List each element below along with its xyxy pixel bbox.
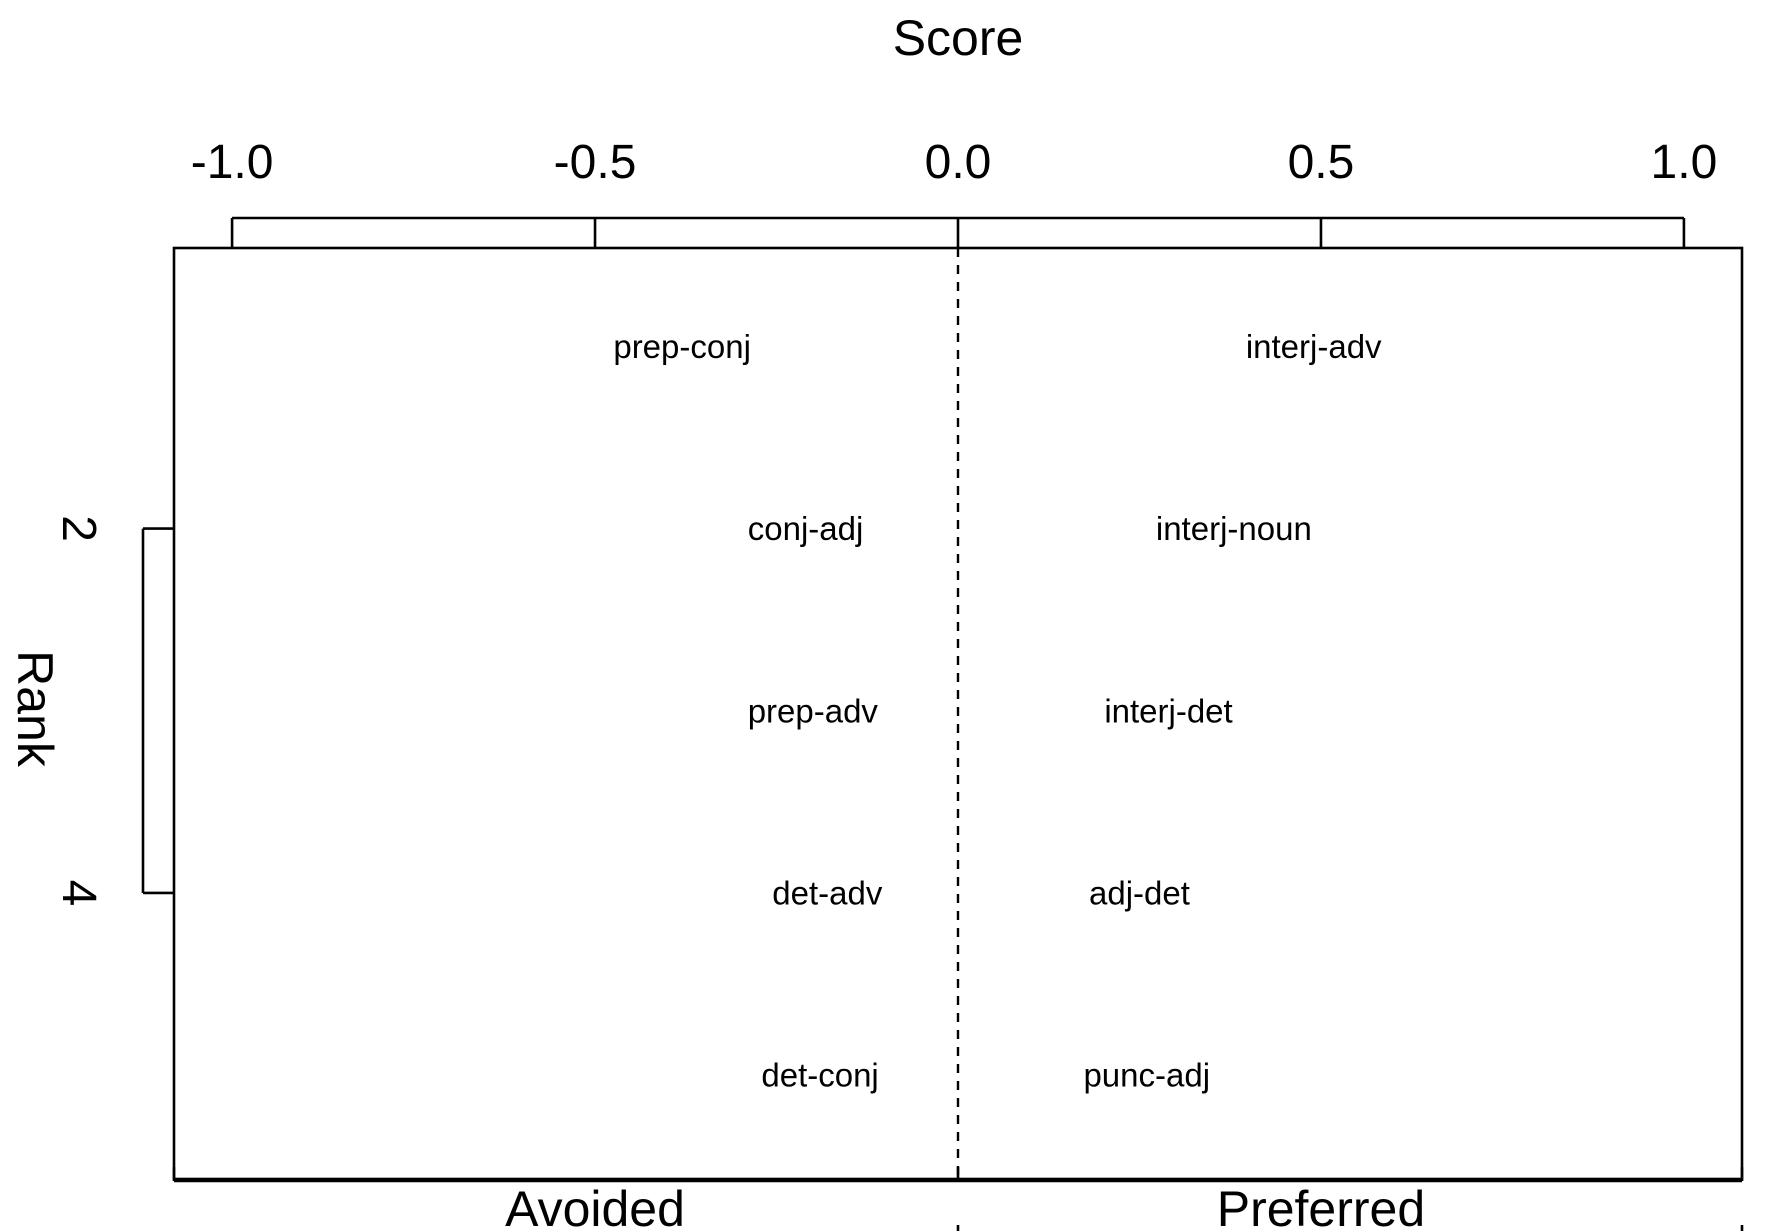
bottom-axis: Avoided Preferred <box>172 1167 1744 1231</box>
preferred-point-label: adj-det <box>1089 874 1190 911</box>
avoided-point-label: conj-adj <box>748 510 864 547</box>
avoided-point-label: prep-adv <box>748 692 879 729</box>
y-axis: 24 <box>52 515 174 906</box>
preferred-label: Preferred <box>1217 1181 1425 1231</box>
preferred-point-label: interj-adv <box>1246 328 1382 365</box>
preferred-point-label: interj-noun <box>1156 510 1312 547</box>
x-tick-label: -1.0 <box>191 136 274 189</box>
y-tick-label: 2 <box>52 515 105 542</box>
avoided-point-label: prep-conj <box>613 328 751 365</box>
preferred-point-label: punc-adj <box>1083 1057 1210 1094</box>
y-tick-label: 4 <box>52 880 105 907</box>
point-labels: prep-conj conj-adj prep-adv det-adv det-conj… <box>613 328 1382 1094</box>
x-tick-label: -0.5 <box>554 136 637 189</box>
x-axis-title: Score <box>893 10 1024 66</box>
x-tick-label: 0.5 <box>1288 136 1355 189</box>
x-axis: -1.0 -0.5 0.0 0.5 1.0 <box>191 136 1718 248</box>
avoided-point-label: det-adv <box>772 874 883 911</box>
plot-area <box>172 246 1744 1181</box>
y-axis-title: Rank <box>7 650 63 768</box>
x-tick-label: 1.0 <box>1651 136 1718 189</box>
preferred-point-label: interj-det <box>1104 692 1232 729</box>
avoided-label: Avoided <box>505 1181 685 1231</box>
x-tick-label: 0.0 <box>925 136 992 189</box>
avoided-point-label: det-conj <box>761 1057 878 1094</box>
